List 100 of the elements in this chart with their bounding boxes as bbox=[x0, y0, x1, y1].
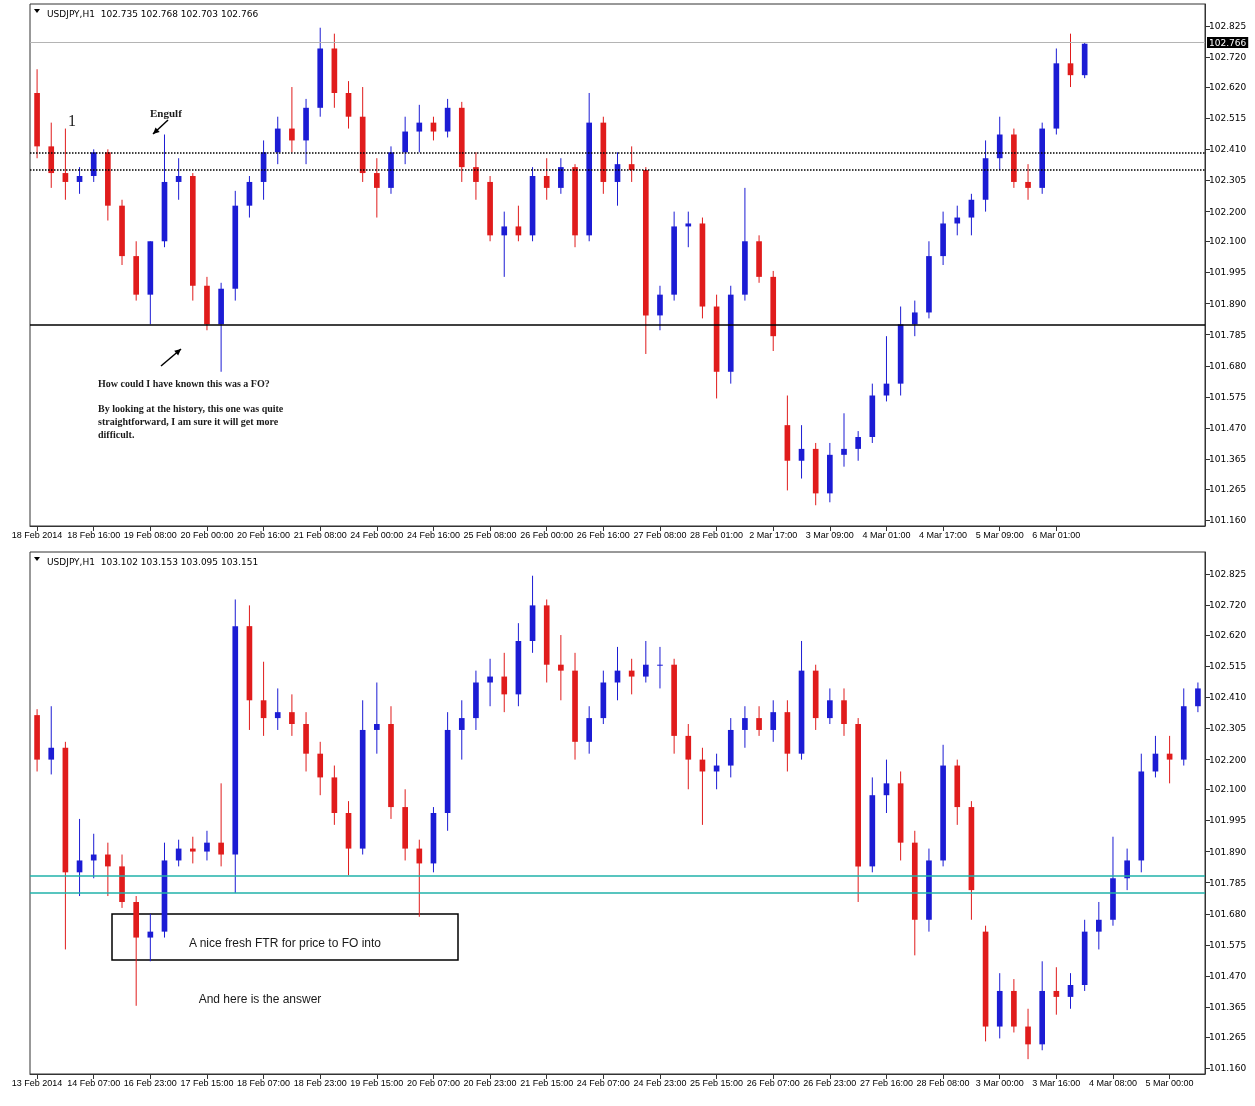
y-tick-label: 101.160 bbox=[1209, 1063, 1247, 1074]
y-tick-label: 102.100 bbox=[1209, 236, 1247, 247]
candlestick bbox=[48, 705, 55, 775]
candlestick bbox=[614, 646, 621, 701]
candlestick bbox=[274, 687, 281, 731]
y-tick-label: 102.410 bbox=[1209, 692, 1247, 703]
x-tick-label: 4 Mar 08:00 bbox=[1088, 1077, 1137, 1088]
x-tick-label: 26 Feb 23:00 bbox=[803, 1077, 857, 1088]
candlestick bbox=[444, 98, 451, 138]
candlestick bbox=[685, 211, 692, 248]
candlestick bbox=[657, 646, 663, 689]
y-tick-label: 101.680 bbox=[1209, 360, 1247, 371]
y-tick-label: 101.575 bbox=[1209, 391, 1247, 402]
candlestick bbox=[883, 759, 890, 814]
y-tick-label: 101.785 bbox=[1209, 329, 1247, 340]
x-tick-label: 3 Mar 16:00 bbox=[1032, 1077, 1081, 1088]
y-tick-label: 101.995 bbox=[1209, 267, 1247, 278]
candlestick bbox=[274, 116, 281, 165]
y-tick-label: 101.365 bbox=[1209, 454, 1247, 465]
candlestick bbox=[586, 705, 593, 755]
candlestick bbox=[827, 687, 833, 725]
candlestick bbox=[996, 116, 1003, 171]
x-tick-label: 20 Feb 07:00 bbox=[406, 1077, 460, 1088]
candlestick bbox=[473, 151, 479, 201]
x-tick-label: 20 Feb 16:00 bbox=[237, 529, 291, 540]
x-tick-label: 25 Feb 08:00 bbox=[463, 529, 517, 540]
y-tick-label: 101.265 bbox=[1209, 1031, 1247, 1042]
x-tick-label: 14 Feb 07:00 bbox=[67, 1077, 121, 1088]
candlestick bbox=[416, 839, 423, 918]
candlestick bbox=[501, 211, 508, 278]
y-tick-label: 102.410 bbox=[1209, 144, 1247, 155]
y-tick-label: 102.515 bbox=[1209, 661, 1247, 672]
candlestick bbox=[501, 652, 508, 713]
x-tick-label: 24 Feb 07:00 bbox=[576, 1077, 630, 1088]
x-tick-label: 27 Feb 08:00 bbox=[633, 529, 687, 540]
text: USDJPY,H1 103.102 103.153 103.095 103.151 bbox=[47, 556, 259, 567]
candlestick bbox=[558, 634, 564, 701]
y-tick-label: 102.825 bbox=[1209, 21, 1247, 32]
candlestick bbox=[841, 412, 847, 468]
y-tick-label: 102.720 bbox=[1209, 52, 1247, 63]
candlestick bbox=[515, 205, 522, 242]
candlestick bbox=[218, 782, 224, 867]
candlestick bbox=[911, 300, 918, 337]
candlestick bbox=[345, 80, 352, 130]
y-tick-label: 102.620 bbox=[1209, 630, 1247, 641]
candlestick bbox=[189, 836, 196, 864]
x-tick-label: 25 Feb 15:00 bbox=[690, 1077, 744, 1088]
candlestick bbox=[642, 640, 649, 683]
x-tick-label: 20 Feb 00:00 bbox=[180, 529, 234, 540]
x-tick-label: 24 Feb 00:00 bbox=[350, 529, 404, 540]
x-tick-label: 26 Feb 16:00 bbox=[576, 529, 630, 540]
candlestick bbox=[657, 285, 663, 331]
x-tick-label: 27 Feb 16:00 bbox=[859, 1077, 913, 1088]
text: USDJPY,H1 102.735 102.768 102.703 102.766 bbox=[47, 8, 259, 19]
candlestick bbox=[883, 335, 890, 402]
y-tick-label: 101.995 bbox=[1209, 815, 1247, 826]
candlestick bbox=[317, 741, 324, 796]
y-tick-label: 101.265 bbox=[1209, 483, 1247, 494]
x-tick-label: 18 Feb 07:00 bbox=[237, 1077, 291, 1088]
x-tick-label: 24 Feb 16:00 bbox=[406, 529, 460, 540]
x-tick-label: 24 Feb 23:00 bbox=[633, 1077, 687, 1088]
y-tick-label: 102.100 bbox=[1209, 784, 1247, 795]
x-tick-label: 4 Mar 17:00 bbox=[919, 529, 968, 540]
candlestick bbox=[841, 687, 847, 737]
x-tick-label: 16 Feb 23:00 bbox=[123, 1077, 177, 1088]
candlestick bbox=[374, 157, 380, 219]
candlestick bbox=[1124, 848, 1130, 891]
x-tick-label: 26 Feb 00:00 bbox=[520, 529, 574, 540]
candlestick bbox=[798, 424, 805, 480]
x-tick-label: 18 Feb 2014 bbox=[11, 529, 63, 540]
candlestick bbox=[1095, 901, 1102, 950]
ref-line-label: 102.766 bbox=[1209, 37, 1247, 48]
y-tick-label: 101.470 bbox=[1209, 423, 1247, 434]
x-tick-label: 19 Feb 08:00 bbox=[123, 529, 177, 540]
y-tick-label: 102.200 bbox=[1209, 206, 1247, 217]
candlestick bbox=[543, 157, 550, 201]
candlestick bbox=[1195, 682, 1201, 713]
annotation: And here is the answer bbox=[198, 991, 322, 1006]
y-tick-label: 102.620 bbox=[1209, 82, 1247, 93]
candlestick bbox=[105, 842, 111, 897]
y-tick-label: 101.365 bbox=[1209, 1002, 1247, 1013]
candlestick bbox=[1025, 1008, 1031, 1060]
x-tick-label: 5 Mar 00:00 bbox=[1145, 1077, 1194, 1088]
candlestick bbox=[742, 705, 748, 749]
y-tick-label: 102.305 bbox=[1209, 175, 1247, 186]
y-tick-label: 101.470 bbox=[1209, 971, 1247, 982]
x-tick-label: 6 Mar 01:00 bbox=[1032, 529, 1081, 540]
x-tick-label: 28 Feb 08:00 bbox=[916, 1077, 970, 1088]
x-tick-label: 26 Feb 07:00 bbox=[746, 1077, 800, 1088]
annotation: A nice fresh FTR for price to FO into bbox=[188, 935, 382, 950]
x-tick-label: 17 Feb 15:00 bbox=[180, 1077, 234, 1088]
candlestick bbox=[289, 86, 295, 153]
y-tick-label: 101.890 bbox=[1209, 298, 1247, 309]
candlestick bbox=[1067, 33, 1074, 88]
x-tick-label: 21 Feb 08:00 bbox=[293, 529, 347, 540]
annotation: Engulf bbox=[150, 106, 183, 119]
candlestick bbox=[246, 175, 253, 219]
candlestick bbox=[855, 430, 861, 462]
y-tick-label: 101.160 bbox=[1209, 515, 1247, 526]
x-tick-label: 18 Feb 23:00 bbox=[293, 1077, 347, 1088]
